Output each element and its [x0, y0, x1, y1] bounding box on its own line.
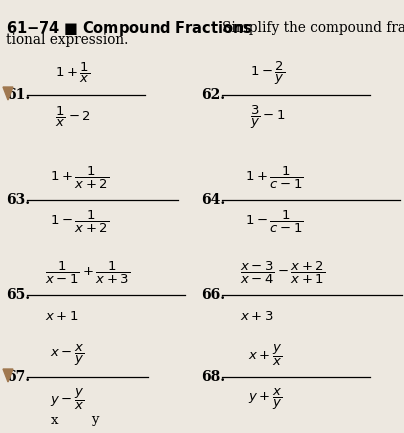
Text: $x + 3$: $x + 3$ — [240, 310, 274, 323]
Text: $1 - \dfrac{1}{x+2}$: $1 - \dfrac{1}{x+2}$ — [50, 209, 109, 235]
Text: 62.: 62. — [201, 88, 225, 102]
Text: $1 + \dfrac{1}{x+2}$: $1 + \dfrac{1}{x+2}$ — [50, 165, 109, 191]
Polygon shape — [3, 87, 13, 100]
Text: 64.: 64. — [201, 193, 225, 207]
Text: $\dfrac{3}{y} - 1$: $\dfrac{3}{y} - 1$ — [250, 103, 286, 131]
Text: 63.: 63. — [6, 193, 30, 207]
Text: $1 - \dfrac{2}{y}$: $1 - \dfrac{2}{y}$ — [250, 59, 285, 87]
Text: $\dfrac{1}{x} - 2$: $\dfrac{1}{x} - 2$ — [55, 105, 91, 129]
Text: 65.: 65. — [6, 288, 30, 302]
Text: $\dfrac{x-3}{x-4} - \dfrac{x+2}{x+1}$: $\dfrac{x-3}{x-4} - \dfrac{x+2}{x+1}$ — [240, 260, 325, 286]
Text: $y - \dfrac{y}{x}$: $y - \dfrac{y}{x}$ — [50, 386, 84, 411]
Text: tional expression.: tional expression. — [6, 33, 128, 47]
Text: Simplify the compound frac-: Simplify the compound frac- — [222, 21, 404, 35]
Text: $1 - \dfrac{1}{c-1}$: $1 - \dfrac{1}{c-1}$ — [245, 209, 304, 235]
Text: $x + \dfrac{y}{x}$: $x + \dfrac{y}{x}$ — [248, 343, 282, 368]
Text: y: y — [91, 414, 99, 427]
Text: $y + \dfrac{x}{y}$: $y + \dfrac{x}{y}$ — [248, 386, 282, 411]
Text: $\bf{61{-}74}$ ■ $\bf{Compound\ Fractions}$: $\bf{61{-}74}$ ■ $\bf{Compound\ Fraction… — [6, 19, 253, 38]
Text: x: x — [51, 414, 59, 427]
Polygon shape — [3, 369, 13, 382]
Text: 67.: 67. — [6, 370, 30, 384]
Text: $\dfrac{1}{x-1} + \dfrac{1}{x+3}$: $\dfrac{1}{x-1} + \dfrac{1}{x+3}$ — [45, 260, 130, 286]
Text: 61.: 61. — [6, 88, 30, 102]
Text: 66.: 66. — [201, 288, 225, 302]
Text: $x + 1$: $x + 1$ — [45, 310, 79, 323]
Text: 68.: 68. — [201, 370, 225, 384]
Text: $1 + \dfrac{1}{x}$: $1 + \dfrac{1}{x}$ — [55, 61, 90, 85]
Text: $x - \dfrac{x}{y}$: $x - \dfrac{x}{y}$ — [50, 343, 84, 368]
Text: $1 + \dfrac{1}{c-1}$: $1 + \dfrac{1}{c-1}$ — [245, 165, 304, 191]
